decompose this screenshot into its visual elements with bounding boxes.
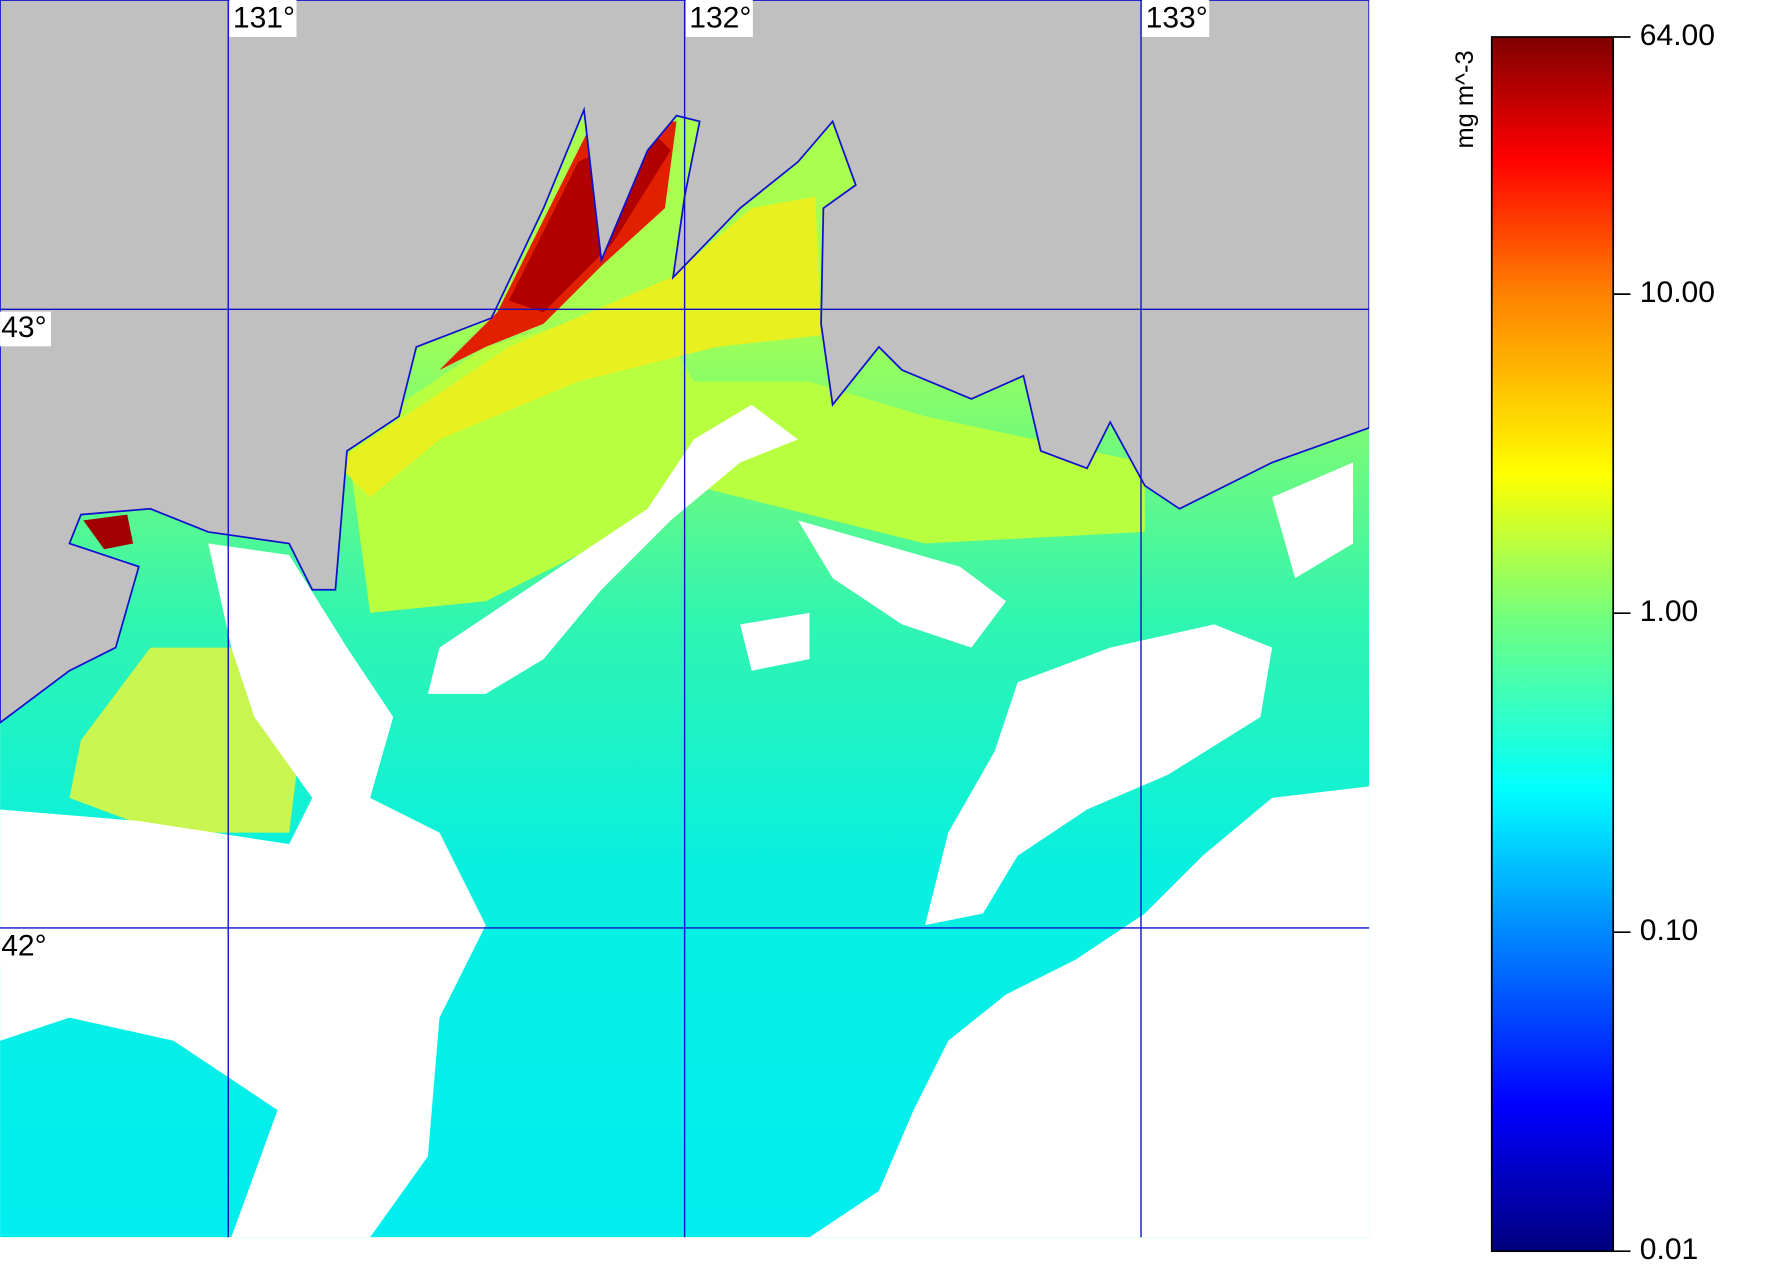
clouds bbox=[0, 404, 1370, 1238]
colorbar-tick-label: 10.00 bbox=[1640, 276, 1715, 309]
cloud bbox=[0, 543, 486, 1238]
colorbar-tick-label: 0.10 bbox=[1640, 914, 1698, 947]
land bbox=[0, 0, 1370, 724]
colorbar-label: mg m^-3 bbox=[1451, 50, 1479, 148]
colorbar-tick-label: 0.01 bbox=[1640, 1233, 1698, 1266]
lon-label: 131° bbox=[233, 2, 295, 35]
bay-darkred bbox=[83, 514, 134, 550]
cloud bbox=[925, 624, 1273, 926]
lon-label: 132° bbox=[689, 2, 751, 35]
label-box bbox=[229, 0, 297, 38]
label-box bbox=[685, 0, 753, 38]
label-box bbox=[0, 311, 51, 347]
cloud bbox=[427, 404, 798, 694]
colorbar-tick-label: 1.00 bbox=[1640, 595, 1698, 628]
cloud bbox=[1272, 462, 1353, 579]
colorbar bbox=[1490, 36, 1615, 1253]
label-box bbox=[0, 930, 51, 965]
label-box bbox=[1142, 0, 1210, 38]
cloud bbox=[797, 520, 1007, 648]
lat-label: 43° bbox=[1, 311, 46, 344]
colorbar-tick-label: 64.00 bbox=[1640, 19, 1715, 52]
bay-yellow bbox=[69, 647, 301, 833]
lat-label: 42° bbox=[1, 930, 46, 963]
cloud bbox=[740, 612, 810, 671]
lon-label: 133° bbox=[1146, 2, 1208, 35]
coastal-yellow bbox=[335, 196, 822, 498]
cloud bbox=[809, 439, 1370, 1238]
